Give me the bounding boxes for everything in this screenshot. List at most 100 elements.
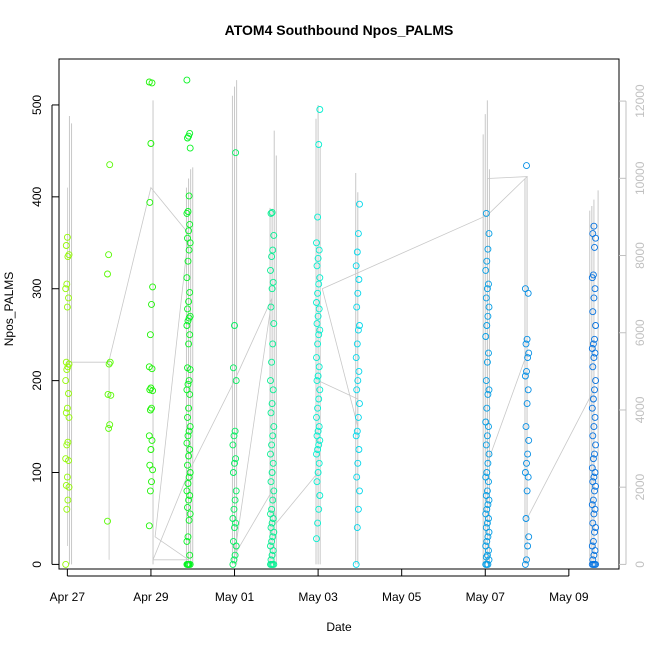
data-point — [483, 519, 491, 527]
right-y-tick-label: 6000 — [633, 319, 647, 346]
data-point — [589, 455, 597, 463]
data-point — [146, 406, 154, 414]
data-point — [354, 459, 362, 467]
data-point — [147, 384, 155, 392]
data-point — [483, 322, 491, 329]
data-point — [589, 271, 597, 279]
right-y-tick-label: 4000 — [633, 396, 647, 423]
data-point — [482, 492, 490, 499]
x-axis-label: Date — [326, 620, 352, 634]
y-tick-label: 0 — [30, 561, 44, 568]
data-point — [522, 340, 530, 348]
x-tick-label: May 01 — [215, 590, 255, 604]
data-point — [267, 209, 275, 217]
data-point — [588, 345, 596, 352]
data-point — [268, 285, 276, 293]
x-tick-label: May 05 — [382, 590, 422, 604]
data-point — [523, 556, 530, 564]
data-point — [186, 312, 194, 320]
x-tick-label: Apr 29 — [133, 590, 169, 604]
data-point — [229, 560, 237, 568]
secondary-trace-layer — [67, 80, 599, 565]
data-point — [484, 459, 492, 467]
data-point — [354, 230, 362, 238]
data-point — [524, 386, 532, 394]
data-point — [146, 331, 154, 339]
data-point — [145, 363, 153, 371]
data-point — [63, 303, 71, 311]
data-point — [589, 308, 597, 316]
data-point — [314, 213, 322, 221]
data-point — [107, 391, 115, 399]
data-point — [186, 510, 194, 518]
data-point — [484, 501, 492, 509]
data-point — [314, 404, 322, 412]
data-point — [314, 427, 322, 435]
data-point — [484, 390, 492, 398]
data-point — [183, 209, 191, 217]
data-point — [185, 560, 193, 568]
data-point — [482, 209, 490, 217]
data-point — [148, 404, 155, 412]
data-point — [62, 455, 70, 463]
data-point — [230, 505, 238, 513]
data-point — [354, 505, 362, 513]
data-point — [588, 464, 596, 472]
data-point — [483, 505, 491, 513]
data-point — [313, 377, 321, 385]
data-point — [524, 542, 532, 550]
data-point — [185, 496, 193, 504]
data-point — [268, 505, 276, 513]
data-point — [352, 560, 360, 568]
data-point — [267, 524, 275, 532]
data-point — [62, 560, 70, 568]
data-point — [186, 129, 194, 137]
data-point — [268, 253, 276, 261]
data-point — [522, 423, 530, 431]
data-point — [591, 413, 599, 421]
data-point — [185, 404, 193, 412]
data-point — [484, 560, 492, 568]
data-point — [63, 505, 71, 513]
data-point — [591, 487, 598, 495]
data-point — [65, 251, 73, 259]
data-point — [65, 294, 72, 302]
data-point — [313, 320, 321, 328]
data-point — [267, 266, 274, 274]
data-point — [592, 441, 600, 449]
right-y-tick-label: 8000 — [633, 242, 647, 269]
data-point — [184, 432, 192, 440]
data-point — [146, 386, 154, 394]
data-point — [231, 496, 239, 504]
data-point — [185, 377, 193, 385]
y-tick-label: 400 — [30, 187, 44, 207]
data-point — [353, 340, 361, 348]
data-point — [231, 524, 238, 532]
data-point — [482, 294, 490, 302]
data-point — [267, 510, 274, 518]
data-point — [231, 459, 238, 467]
data-point — [267, 542, 274, 550]
data-point — [186, 551, 194, 559]
right-y-tick-label: 10000 — [633, 161, 647, 195]
data-point — [62, 481, 70, 489]
data-point — [146, 198, 154, 206]
data-point — [147, 446, 155, 453]
data-point — [313, 354, 320, 362]
data-point — [356, 200, 363, 208]
data-point — [65, 390, 72, 397]
data-point — [63, 233, 71, 241]
data-point — [186, 331, 194, 339]
data-point — [232, 377, 240, 385]
data-point — [269, 278, 277, 286]
data-point — [590, 510, 598, 518]
data-point — [269, 340, 277, 348]
data-point — [104, 270, 111, 278]
data-point — [105, 360, 113, 368]
data-point — [525, 349, 533, 357]
data-point — [313, 432, 321, 440]
right-y-tick-label: 0 — [633, 561, 647, 568]
data-point — [356, 400, 363, 408]
data-point — [267, 409, 275, 417]
data-point — [104, 517, 111, 525]
